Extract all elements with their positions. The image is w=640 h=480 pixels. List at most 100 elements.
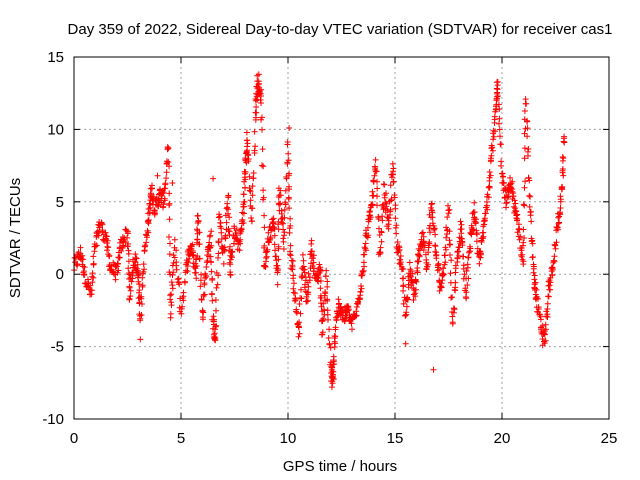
data-point xyxy=(390,178,397,185)
data-point xyxy=(442,244,449,251)
y-tick-label: 15 xyxy=(47,49,64,66)
x-tick-labels: 0 5 10 15 20 25 xyxy=(70,430,618,447)
data-point xyxy=(525,146,532,152)
data-point xyxy=(138,295,145,302)
data-point xyxy=(544,300,551,307)
data-point xyxy=(447,241,454,248)
data-point xyxy=(161,195,168,202)
data-point xyxy=(140,268,147,275)
data-point xyxy=(436,266,443,273)
data-point xyxy=(379,217,386,224)
data-point xyxy=(287,215,294,222)
data-point xyxy=(137,336,144,343)
data-point xyxy=(245,158,252,165)
data-point xyxy=(420,238,427,245)
data-point xyxy=(497,133,503,140)
data-point xyxy=(403,309,410,316)
data-point xyxy=(308,237,315,244)
data-point xyxy=(151,207,158,214)
data-point xyxy=(476,260,483,267)
data-point xyxy=(556,219,563,226)
data-point xyxy=(275,256,282,263)
data-point xyxy=(169,272,176,278)
data-point xyxy=(293,306,300,313)
data-point xyxy=(242,155,249,162)
data-point xyxy=(261,224,268,231)
data-point xyxy=(168,299,175,306)
data-point xyxy=(405,281,412,288)
data-point xyxy=(136,289,142,296)
data-point xyxy=(243,137,250,144)
data-point xyxy=(462,285,469,292)
data-point xyxy=(418,230,425,237)
data-point xyxy=(518,253,525,260)
data-point xyxy=(392,202,399,209)
data-point xyxy=(392,215,399,222)
data-point xyxy=(370,192,377,199)
data-point xyxy=(318,295,325,301)
data-point xyxy=(105,244,111,251)
data-point xyxy=(170,269,177,276)
data-point xyxy=(323,267,330,274)
data-point xyxy=(463,289,470,296)
data-point xyxy=(298,295,305,302)
data-point xyxy=(500,173,507,180)
data-point xyxy=(345,306,352,313)
plot-frame xyxy=(73,56,610,420)
data-point xyxy=(262,263,268,270)
data-point xyxy=(467,245,474,252)
data-point xyxy=(270,220,277,227)
data-point xyxy=(414,269,421,276)
data-point xyxy=(169,285,176,292)
data-point xyxy=(438,284,445,291)
data-point xyxy=(374,185,381,192)
data-point xyxy=(260,196,266,203)
data-point xyxy=(335,296,342,303)
data-point xyxy=(522,178,529,185)
data-point xyxy=(537,316,544,323)
data-point xyxy=(135,295,142,302)
data-point xyxy=(530,265,537,272)
data-point xyxy=(484,191,491,198)
data-point xyxy=(277,200,284,207)
data-point xyxy=(521,130,528,137)
data-point xyxy=(330,368,337,375)
data-point xyxy=(486,184,493,191)
data-point xyxy=(248,215,255,221)
data-point xyxy=(299,251,306,258)
data-point xyxy=(208,259,215,266)
data-point xyxy=(293,309,300,316)
data-point xyxy=(162,180,169,187)
data-point xyxy=(443,234,450,241)
data-point xyxy=(249,183,256,190)
data-point xyxy=(490,133,497,140)
data-point xyxy=(89,279,96,286)
data-point xyxy=(198,271,205,278)
data-point xyxy=(494,93,501,99)
data-point xyxy=(208,268,215,275)
data-point xyxy=(225,225,232,232)
data-point xyxy=(511,197,518,204)
data-point xyxy=(171,236,178,243)
data-point xyxy=(154,172,161,179)
data-point xyxy=(127,287,134,294)
data-point xyxy=(435,260,442,267)
data-point xyxy=(535,304,542,311)
data-point xyxy=(95,229,102,236)
data-point xyxy=(470,226,477,233)
data-point xyxy=(498,162,504,169)
data-point xyxy=(446,206,453,213)
data-point xyxy=(397,253,404,259)
data-point xyxy=(492,128,498,135)
data-point xyxy=(289,266,296,273)
data-point xyxy=(160,189,167,196)
data-point xyxy=(118,248,125,254)
data-point xyxy=(552,245,559,252)
data-point xyxy=(139,283,146,290)
data-point xyxy=(215,238,222,245)
data-point xyxy=(457,218,464,225)
data-point xyxy=(510,203,517,210)
data-point xyxy=(220,260,227,267)
data-point xyxy=(252,97,259,104)
